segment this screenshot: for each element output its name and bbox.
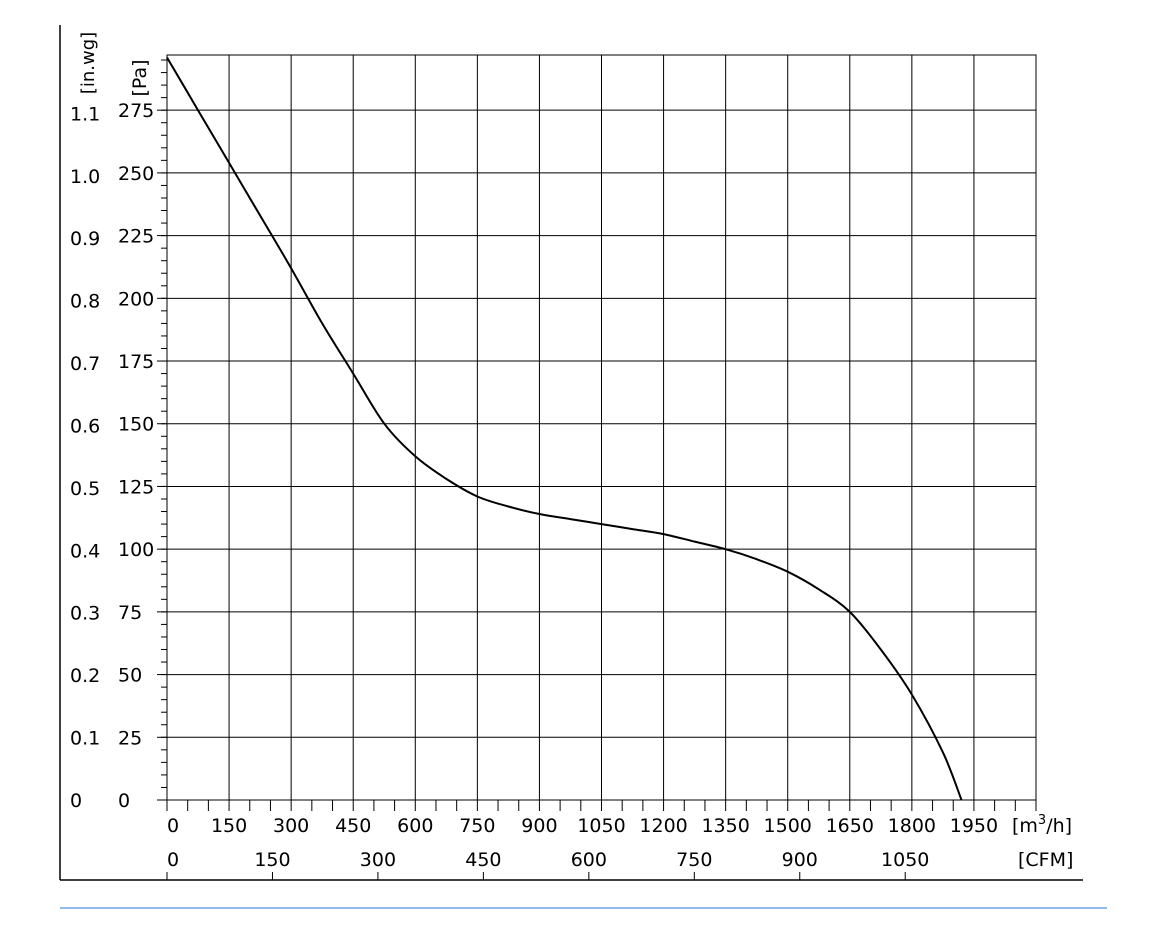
cfm-tick-label: 150 xyxy=(254,849,290,871)
cfm-tick-label: 1050 xyxy=(881,849,929,871)
x-tick-label: 450 xyxy=(335,815,371,837)
inwg-tick-label: 0.8 xyxy=(70,291,100,313)
x-tick-label: 900 xyxy=(521,815,557,837)
cfm-tick-label: 450 xyxy=(465,849,501,871)
pa-tick-label: 0 xyxy=(118,790,130,812)
x-unit-rest: /h] xyxy=(1046,815,1072,837)
cfm-tick-label: 0 xyxy=(167,849,179,871)
pa-tick-label: 125 xyxy=(118,476,154,498)
x-tick-label: 1050 xyxy=(577,815,625,837)
inwg-tick-label: 0.5 xyxy=(70,478,100,500)
inwg-tick-label: 0 xyxy=(70,790,82,812)
x-unit-label-m3h: [m3/h] xyxy=(1012,813,1072,837)
pa-tick-label: 200 xyxy=(118,288,154,310)
x-unit-sup: 3 xyxy=(1038,813,1046,828)
tick-labels: 0 150 300 450 600 750 900 1050 1200 1350 1500 1650 1… xyxy=(70,100,998,871)
x-tick-label: 1350 xyxy=(701,815,749,837)
cfm-tick-label: 300 xyxy=(360,849,396,871)
cfm-tick-label: 600 xyxy=(571,849,607,871)
pa-tick-label: 250 xyxy=(118,163,154,185)
x-tick-label: 150 xyxy=(211,815,247,837)
x-tick-label: 600 xyxy=(397,815,433,837)
inwg-tick-label: 0.7 xyxy=(70,353,100,375)
inwg-tick-label: 1.1 xyxy=(70,103,100,125)
x-tick-label: 1650 xyxy=(826,815,874,837)
minor-ticks xyxy=(157,59,1037,811)
x-tick-label: 1950 xyxy=(950,815,998,837)
inwg-tick-label: 0.9 xyxy=(70,228,100,250)
x-tick-label: 1200 xyxy=(639,815,687,837)
grid xyxy=(166,54,1037,801)
inwg-tick-label: 0.4 xyxy=(70,540,100,562)
x-tick-label: 1800 xyxy=(888,815,936,837)
x-tick-label: 750 xyxy=(459,815,495,837)
pa-tick-label: 100 xyxy=(118,539,154,561)
x-tick-label: 0 xyxy=(167,815,179,837)
pa-tick-label: 25 xyxy=(118,727,142,749)
cfm-tick-label: 900 xyxy=(782,849,818,871)
pa-tick-label: 175 xyxy=(118,351,154,373)
pa-tick-label: 150 xyxy=(118,414,154,436)
pa-tick-label: 275 xyxy=(118,100,154,122)
inwg-tick-label: 1.0 xyxy=(70,166,100,188)
y-unit-label-pa: [Pa] xyxy=(129,59,151,96)
axes xyxy=(59,25,906,880)
inwg-tick-label: 0.3 xyxy=(70,603,100,625)
pa-tick-label: 50 xyxy=(118,665,142,687)
x-tick-label: 1500 xyxy=(764,815,812,837)
fan-curve-line xyxy=(166,56,963,801)
inwg-tick-label: 0.2 xyxy=(70,665,100,687)
pa-tick-label: 225 xyxy=(118,226,154,248)
inwg-tick-label: 0.1 xyxy=(70,728,100,750)
x2-unit-label-cfm: [CFM] xyxy=(1018,849,1073,871)
pa-tick-label: 75 xyxy=(118,602,142,624)
y2-unit-label-inwg: [in.wg] xyxy=(78,32,99,94)
x-tick-label: 300 xyxy=(273,815,309,837)
cfm-tick-label: 750 xyxy=(676,849,712,871)
inwg-tick-label: 0.6 xyxy=(70,415,100,437)
x-unit-base: [m xyxy=(1012,815,1038,837)
